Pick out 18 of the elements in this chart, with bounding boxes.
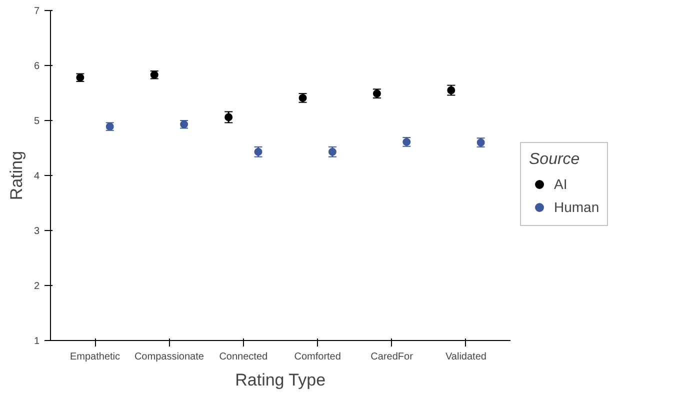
y-tick-label: 4: [34, 171, 40, 182]
x-axis-title: Rating Type: [235, 370, 326, 390]
legend-label: Human: [554, 199, 600, 215]
x-tick-label: Connected: [219, 352, 268, 362]
x-tick-label: Comforted: [294, 352, 341, 362]
x-tick-label: Validated: [446, 352, 486, 362]
y-tick-label: 5: [34, 116, 40, 127]
x-tick-label: Empathetic: [70, 352, 120, 362]
y-tick-label: 1: [34, 336, 40, 347]
legend-label: AI: [554, 176, 568, 192]
y-tick-label: 3: [34, 226, 40, 237]
y-tick-label: 2: [34, 281, 40, 292]
x-tick-label: Compassionate: [134, 352, 204, 362]
y-axis-title: Rating: [6, 150, 26, 200]
y-tick-label: 7: [34, 6, 40, 17]
x-tick-label: CaredFor: [370, 352, 414, 362]
legend-title: Source: [529, 151, 581, 169]
y-tick-label: 6: [34, 61, 40, 72]
